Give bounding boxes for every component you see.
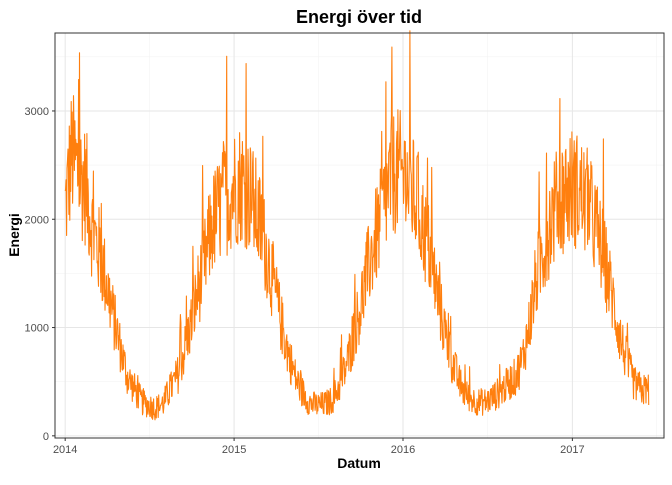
grid-layer (55, 33, 664, 438)
y-tick-label: 2000 (25, 214, 49, 226)
x-tick-label: 2016 (391, 444, 415, 456)
x-tick-label: 2017 (560, 444, 584, 456)
series-layer (64, 30, 650, 421)
y-tick-label: 1000 (25, 323, 49, 335)
axis-layer: 0 1000 2000 3000 2014 2015 2016 2017 (25, 106, 585, 456)
x-tick-label: 2015 (222, 444, 246, 456)
y-tick-label: 0 (43, 431, 49, 443)
y-tick-label: 3000 (25, 106, 49, 118)
energy-series-line (64, 30, 650, 421)
y-axis-title: Energi (6, 213, 22, 257)
x-tick-label: 2014 (53, 444, 77, 456)
panel-border (54, 32, 665, 439)
chart-title: Energi över tid (296, 7, 422, 27)
x-axis-title: Datum (337, 455, 381, 471)
